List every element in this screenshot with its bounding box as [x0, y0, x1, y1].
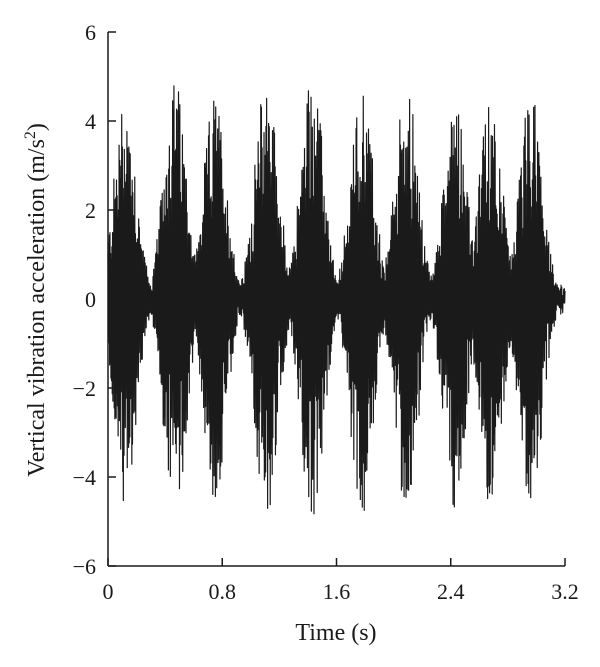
acceleration-signal-line	[107, 85, 566, 515]
y-axis-title: Vertical vibration acceleration (m/s2)	[22, 123, 50, 477]
x-tick-label: 3.2	[551, 579, 579, 604]
y-tick-label: 6	[85, 20, 96, 45]
x-tick-label: 2.4	[437, 579, 465, 604]
y-tick-label: −6	[73, 554, 96, 579]
x-axis-title: Time (s)	[295, 620, 376, 646]
x-tick-label: 1.6	[323, 579, 351, 604]
x-tick-label: 0.8	[209, 579, 237, 604]
y-tick-label: 2	[85, 198, 96, 223]
y-tick-label: 0	[85, 287, 96, 312]
y-axis-title-main: Vertical vibration acceleration (m/s	[24, 139, 50, 477]
y-tick-label: 4	[85, 109, 96, 134]
y-axis-title-close: )	[24, 123, 50, 131]
labels-layer: 0 0.8 1.6 2.4 3.2 −6 −4 −2 0 2 4 6	[73, 20, 579, 604]
x-tick-label: 0	[103, 579, 114, 604]
y-axis-title-superscript: 2	[22, 131, 39, 139]
y-tick-label: −4	[73, 465, 96, 490]
y-tick-label: −2	[73, 376, 96, 401]
